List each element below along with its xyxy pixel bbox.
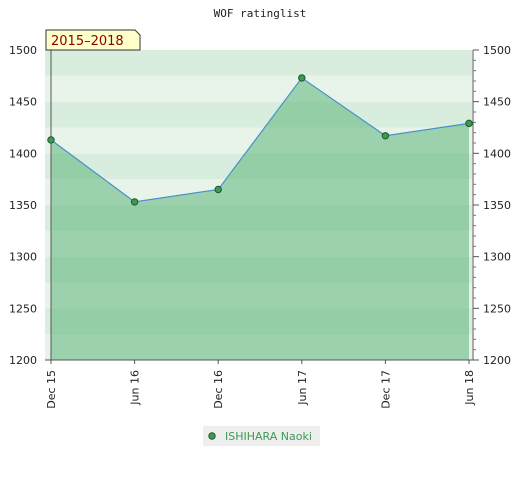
x-tick-label: Jun 17 xyxy=(296,370,309,406)
data-point xyxy=(130,198,139,206)
badge-label: 2015–2018 xyxy=(51,34,124,49)
series-line xyxy=(50,77,470,203)
area-layer xyxy=(50,77,470,361)
y-tick-label-right: 1200 xyxy=(483,354,511,367)
y-tick-label-right: 1450 xyxy=(483,96,511,109)
data-point xyxy=(465,119,473,128)
y-tick-label-left: 1250 xyxy=(9,302,37,315)
x-tick-label: Jun 18 xyxy=(463,370,476,406)
legend-marker xyxy=(208,432,216,440)
y-tick-label-right: 1300 xyxy=(483,251,511,264)
badge-shape xyxy=(45,29,141,51)
y-tick-label-right: 1250 xyxy=(483,302,511,315)
y-tick-label-right: 1400 xyxy=(483,147,511,160)
x-tick-label: Dec 15 xyxy=(45,370,58,409)
background-band xyxy=(45,50,472,76)
y-tick-label-left: 1400 xyxy=(9,147,37,160)
y-tick-label-left: 1300 xyxy=(9,251,37,264)
y-tick-label-left: 1450 xyxy=(9,96,37,109)
data-point xyxy=(298,74,306,82)
legend-series-label: ISHIHARA Naoki xyxy=(225,430,312,443)
x-tick-label: Dec 16 xyxy=(212,370,225,409)
y-tick-label-left: 1500 xyxy=(9,44,37,57)
y-tick-label-left: 1200 xyxy=(9,354,37,367)
data-point xyxy=(381,132,390,140)
period-badge: 2015–2018 xyxy=(45,29,141,51)
data-point xyxy=(47,136,55,144)
chart-title: WOF ratinglist xyxy=(214,7,307,20)
data-points xyxy=(47,74,473,206)
axes: 1200 1200 1250 1250 1300 1300 1350 1350 1400 1400… xyxy=(9,44,511,409)
x-tick-label: Jun 16 xyxy=(129,370,142,406)
background-band xyxy=(45,101,472,128)
y-tick-label-right: 1350 xyxy=(483,199,511,212)
x-tick-label: Dec 17 xyxy=(379,370,392,409)
data-point xyxy=(214,185,222,194)
series-area xyxy=(51,77,469,361)
legend: ISHIHARA Naoki xyxy=(203,426,320,446)
background-band xyxy=(45,75,472,102)
legend-box xyxy=(203,426,320,446)
y-tick-label-right: 1500 xyxy=(483,44,511,57)
y-tick-label-left: 1350 xyxy=(9,199,37,212)
